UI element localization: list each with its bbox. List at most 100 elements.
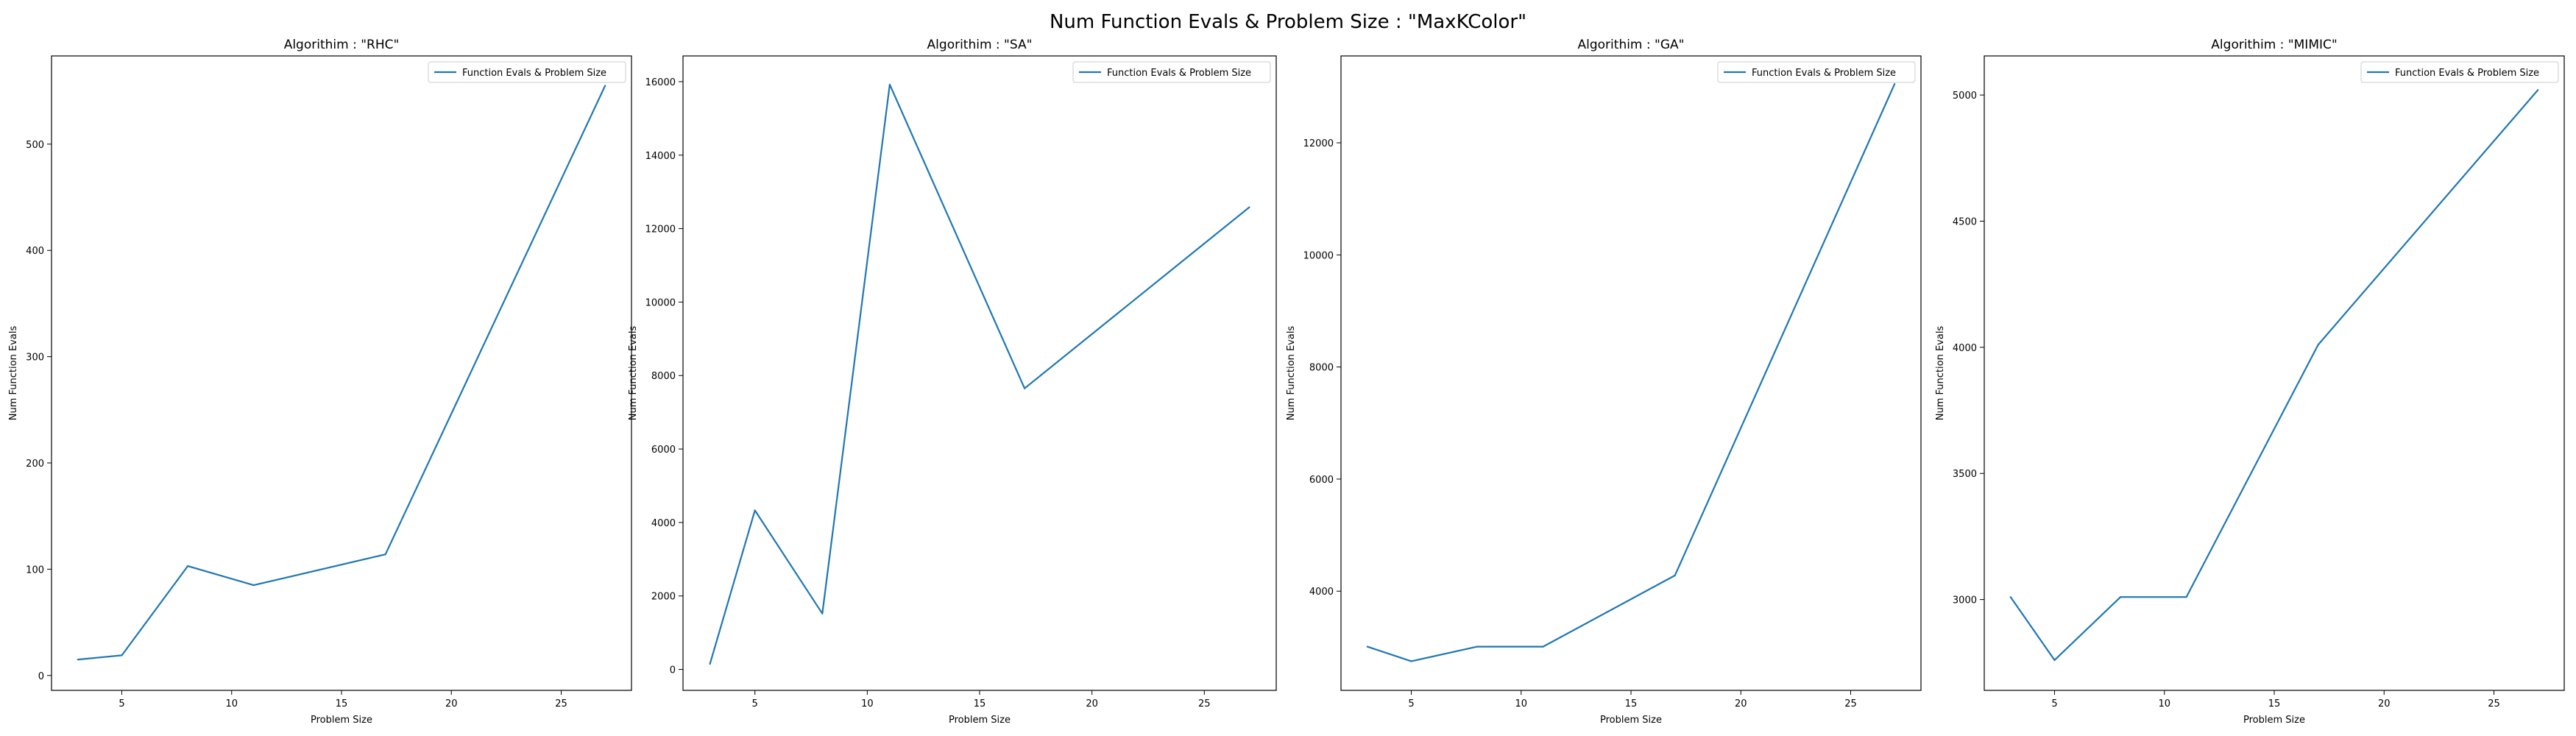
x-axis-label: Problem Size bbox=[949, 715, 1011, 726]
legend: Function Evals & Problem Size bbox=[1717, 61, 1916, 83]
y-tick-label: 5000 bbox=[1953, 91, 1977, 102]
data-point bbox=[252, 584, 255, 587]
legend-box bbox=[2360, 61, 2559, 83]
data-point bbox=[1894, 82, 1896, 85]
y-tick-label: 6000 bbox=[651, 445, 676, 456]
x-tick-label: 5 bbox=[752, 698, 758, 710]
legend-label: Function Evals & Problem Size bbox=[462, 68, 606, 79]
x-tick-label: 25 bbox=[1198, 698, 1211, 710]
data-point bbox=[821, 612, 824, 615]
data-point bbox=[1248, 206, 1250, 208]
legend: Function Evals & Problem Size bbox=[1072, 61, 1271, 83]
x-tick-label: 25 bbox=[555, 698, 567, 710]
y-tick-label: 2000 bbox=[651, 592, 676, 603]
data-point bbox=[2537, 89, 2539, 91]
y-tick-label: 200 bbox=[26, 459, 44, 470]
y-tick-label: 10000 bbox=[1303, 250, 1334, 261]
legend-box bbox=[1072, 61, 1271, 83]
y-tick-label: 3000 bbox=[1953, 595, 1977, 606]
plot-frame bbox=[1984, 55, 2565, 691]
legend-box bbox=[1717, 61, 1916, 83]
chart-title: Algorithim : "GA" bbox=[1578, 38, 1685, 52]
figure-suptitle: Num Function Evals & Problem Size : "Max… bbox=[1050, 11, 1526, 33]
chart-title: Algorithim : "MIMIC" bbox=[2211, 38, 2337, 52]
series-line bbox=[709, 83, 1250, 665]
legend: Function Evals & Problem Size bbox=[428, 61, 626, 83]
x-tick-label: 20 bbox=[2378, 698, 2391, 710]
data-point bbox=[709, 662, 711, 665]
data-point bbox=[754, 509, 756, 512]
y-tick-label: 8000 bbox=[1309, 363, 1334, 374]
plot-frame bbox=[1340, 55, 1922, 691]
y-tick-label: 4500 bbox=[1953, 216, 1977, 227]
data-point bbox=[384, 553, 386, 556]
x-axis-label: Problem Size bbox=[2243, 715, 2305, 726]
data-point bbox=[77, 659, 79, 661]
y-tick-label: 400 bbox=[26, 246, 44, 257]
x-tick-label: 15 bbox=[2268, 698, 2281, 710]
data-point bbox=[1410, 660, 1412, 662]
y-axis-label: Num Function Evals bbox=[8, 326, 19, 421]
data-point bbox=[1674, 574, 1676, 576]
data-point bbox=[186, 565, 189, 567]
y-tick-label: 0 bbox=[670, 665, 676, 676]
chart-panel-1: Algorithim : "SA" 5 10 15 20 25 0 2000 4000 6000 8… bbox=[628, 38, 1277, 726]
y-tick-label: 4000 bbox=[651, 518, 676, 529]
plot-frame bbox=[51, 55, 632, 691]
x-tick-label: 10 bbox=[1515, 698, 1527, 710]
series-line bbox=[1367, 83, 1896, 662]
data-point bbox=[2009, 596, 2011, 598]
data-point bbox=[604, 85, 606, 87]
y-tick-label: 16000 bbox=[645, 77, 676, 88]
series-line bbox=[77, 85, 606, 661]
x-tick-label: 15 bbox=[1625, 698, 1638, 710]
x-axis-label: Problem Size bbox=[1600, 715, 1662, 726]
legend-label: Function Evals & Problem Size bbox=[2395, 68, 2539, 79]
y-tick-label: 4000 bbox=[1309, 587, 1334, 598]
legend-label: Function Evals & Problem Size bbox=[1107, 68, 1251, 79]
x-tick-label: 25 bbox=[2488, 698, 2500, 710]
legend-label: Function Evals & Problem Size bbox=[1752, 68, 1896, 79]
y-tick-label: 6000 bbox=[1309, 475, 1334, 486]
chart-panel-3: Algorithim : "MIMIC" 5 10 15 20 25 3000 3500 400… bbox=[1935, 38, 2565, 726]
x-tick-label: 25 bbox=[1844, 698, 1857, 710]
x-tick-label: 5 bbox=[1408, 698, 1414, 710]
data-point bbox=[888, 83, 891, 86]
data-point bbox=[2317, 344, 2319, 346]
plot-frame bbox=[682, 55, 1277, 691]
y-axis-label: Num Function Evals bbox=[1286, 326, 1297, 421]
data-point bbox=[1476, 645, 1479, 648]
y-axis-label: Num Function Evals bbox=[628, 326, 639, 421]
data-point bbox=[1366, 645, 1368, 648]
y-tick-label: 4000 bbox=[1953, 343, 1977, 354]
chart-panel-0: Algorithim : "RHC" 5 10 15 20 25 0 100 200 300 400… bbox=[8, 38, 632, 726]
y-tick-label: 3500 bbox=[1953, 469, 1977, 480]
y-tick-label: 12000 bbox=[645, 224, 676, 236]
x-tick-label: 15 bbox=[336, 698, 348, 710]
x-tick-label: 15 bbox=[974, 698, 986, 710]
x-tick-label: 5 bbox=[2051, 698, 2057, 710]
y-tick-label: 10000 bbox=[645, 297, 676, 308]
y-tick-label: 100 bbox=[26, 565, 44, 576]
chart-title: Algorithim : "SA" bbox=[927, 38, 1033, 52]
y-tick-label: 300 bbox=[26, 353, 44, 364]
y-tick-label: 12000 bbox=[1303, 138, 1334, 149]
x-tick-label: 10 bbox=[2158, 698, 2170, 710]
data-point bbox=[2053, 659, 2056, 661]
x-axis-label: Problem Size bbox=[311, 715, 372, 726]
chart-title: Algorithim : "RHC" bbox=[284, 38, 400, 52]
y-tick-label: 14000 bbox=[645, 151, 676, 162]
data-point bbox=[2185, 596, 2187, 598]
x-tick-label: 20 bbox=[445, 698, 458, 710]
data-point bbox=[121, 654, 123, 657]
x-tick-label: 5 bbox=[118, 698, 124, 710]
y-tick-label: 8000 bbox=[651, 371, 676, 382]
y-tick-label: 500 bbox=[26, 140, 44, 151]
y-axis-label: Num Function Evals bbox=[1935, 326, 1946, 421]
y-tick-label: 0 bbox=[38, 671, 44, 682]
legend-box bbox=[428, 61, 626, 83]
x-tick-label: 20 bbox=[1086, 698, 1098, 710]
data-point bbox=[2119, 596, 2122, 598]
x-tick-label: 10 bbox=[225, 698, 238, 710]
